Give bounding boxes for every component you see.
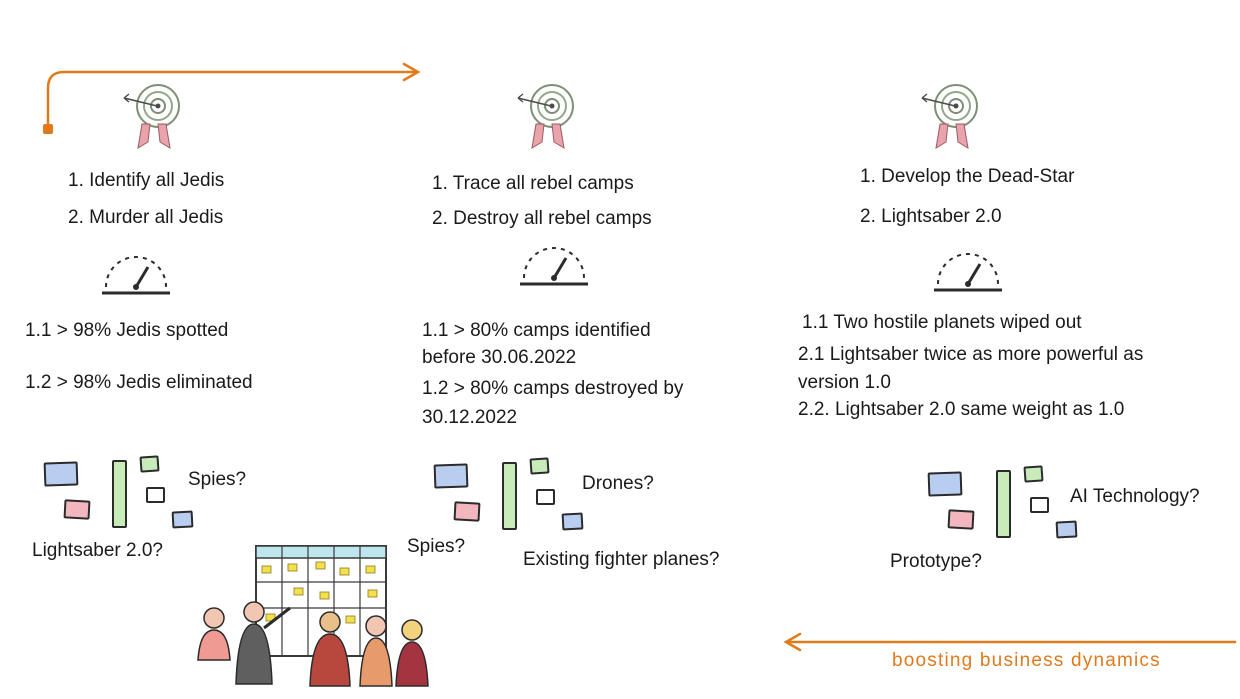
sticky-notes-icon: [43, 455, 196, 532]
objective-text: 1. Develop the Dead-Star: [860, 166, 1075, 187]
initiative-text: Prototype?: [890, 551, 982, 572]
key-result-text: 2.2. Lightsaber 2.0 same weight as 1.0: [798, 399, 1125, 420]
sticky-notes-icon: [927, 465, 1080, 542]
objective-text: 2. Lightsaber 2.0: [860, 206, 1002, 227]
key-result-text: 2.1 Lightsaber twice as more powerful as: [798, 344, 1144, 365]
initiative-text: AI Technology?: [1070, 486, 1200, 507]
initiative-text: Existing fighter planes?: [523, 549, 720, 570]
team-board-illustration: [197, 545, 429, 687]
target-icon: [517, 84, 574, 149]
target-icon: [921, 84, 978, 149]
initiative-text: Spies?: [188, 469, 247, 490]
tagline: boosting business dynamics: [892, 650, 1161, 671]
key-result-text: version 1.0: [798, 372, 891, 393]
key-result-text: 1.2 > 98% Jedis eliminated: [25, 372, 253, 393]
key-result-text: before 30.06.2022: [422, 347, 577, 368]
speedometer-icon: [934, 253, 1002, 292]
target-icon: [123, 84, 180, 149]
arrow-start-dot: [43, 124, 53, 134]
speedometer-icon: [520, 247, 588, 286]
key-result-text: 1.1 > 98% Jedis spotted: [25, 320, 229, 341]
sticky-notes-icon: [433, 457, 586, 534]
initiative-text: Spies?: [407, 536, 466, 557]
orange-arrow-right: [46, 62, 421, 130]
key-result-text: 1.2 > 80% camps destroyed by: [422, 378, 684, 399]
objective-text: 1. Trace all rebel camps: [432, 173, 634, 194]
key-result-text: 30.12.2022: [422, 407, 518, 428]
initiative-text: Lightsaber 2.0?: [32, 540, 163, 561]
orange-arrow-left: [783, 632, 1237, 652]
speedometer-icon: [102, 256, 170, 295]
key-result-text: 1.1 Two hostile planets wiped out: [802, 312, 1082, 333]
objective-text: 2. Murder all Jedis: [68, 207, 224, 228]
objective-text: 1. Identify all Jedis: [68, 170, 225, 191]
initiative-text: Drones?: [582, 473, 654, 494]
objective-text: 2. Destroy all rebel camps: [432, 208, 652, 229]
key-result-text: 1.1 > 80% camps identified: [422, 320, 651, 341]
